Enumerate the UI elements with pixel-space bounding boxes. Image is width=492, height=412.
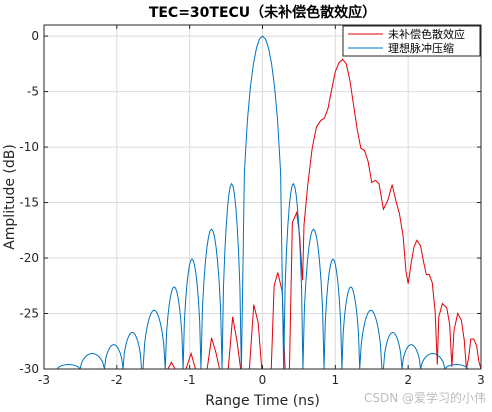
- y-tick-label: -20: [19, 251, 39, 265]
- y-tick-label: -30: [19, 362, 39, 376]
- y-tick-label: -25: [19, 307, 39, 321]
- legend-label-uncompensated: 未补偿色散效应: [388, 27, 465, 41]
- series-line-uncompensated: [167, 58, 481, 369]
- x-axis-label: Range Time (ns): [205, 393, 320, 409]
- x-tick-label: -1: [184, 373, 196, 387]
- y-tick-label: -10: [19, 140, 39, 154]
- series-layer: [56, 35, 481, 369]
- y-tick-label: -5: [27, 85, 39, 99]
- axis-ticks: -3 -2 -1 0 1 2 30-5-10-15-20-25-30: [19, 25, 485, 387]
- y-axis-label: Amplitude (dB): [2, 144, 18, 250]
- y-tick-label: -15: [19, 196, 39, 210]
- x-tick-label: -2: [111, 373, 123, 387]
- legend-label-ideal: 理想脉冲压缩: [388, 41, 454, 55]
- watermark: CSDN @爱学习的小伟: [364, 390, 486, 405]
- x-tick-label: 1: [332, 373, 340, 387]
- x-tick-label: 3: [477, 373, 485, 387]
- series-line-ideal: [56, 35, 469, 369]
- x-tick-label: -3: [38, 373, 50, 387]
- x-tick-label: 0: [259, 373, 267, 387]
- chart-title: TEC=30TECU（未补偿色散效应）: [149, 4, 376, 21]
- legend: 未补偿色散效应 理想脉冲压缩: [342, 25, 481, 57]
- y-tick-label: 0: [31, 29, 39, 43]
- legend-box: [342, 25, 481, 57]
- x-tick-label: 2: [404, 373, 412, 387]
